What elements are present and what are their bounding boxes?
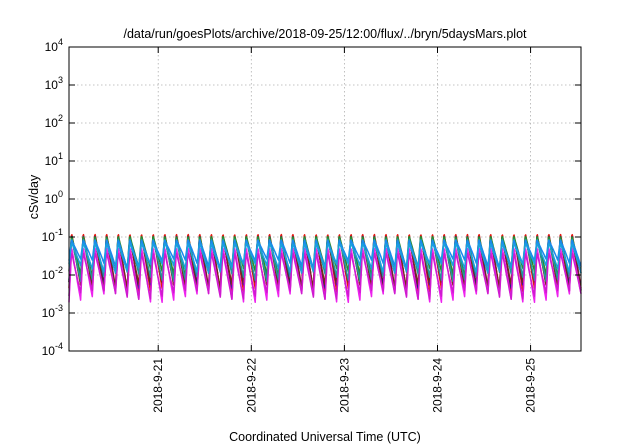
x-axis-label: Coordinated Universal Time (UTC) xyxy=(229,430,421,444)
x-tick-label: 2018-9-21 xyxy=(151,358,165,413)
chart-title: /data/run/goesPlots/archive/2018-09-25/1… xyxy=(123,27,527,41)
series-group xyxy=(68,233,582,304)
x-tick-label: 2018-9-24 xyxy=(430,358,444,413)
x-tick-label: 2018-9-23 xyxy=(337,358,351,413)
x-tick-label: 2018-9-25 xyxy=(524,358,538,413)
series-line xyxy=(68,242,582,274)
x-tick-label: 2018-9-22 xyxy=(244,358,258,413)
y-axis-label: cSv/day xyxy=(27,174,41,219)
series-line xyxy=(68,252,582,300)
